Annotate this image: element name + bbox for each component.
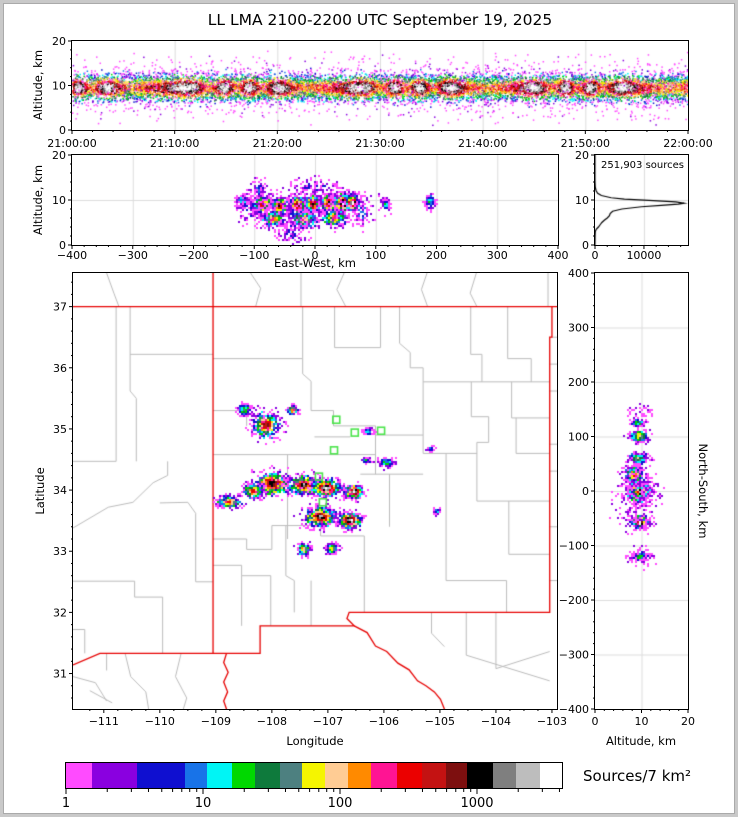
tick-label: −109 (201, 715, 231, 728)
tick-label: 32 (53, 606, 67, 619)
colorbar-swatch-16 (466, 763, 493, 788)
colorbar-swatch-2 (91, 763, 137, 788)
map-ylabel: Latitude (33, 467, 47, 515)
tick-label: 400 (548, 249, 569, 262)
tick-label: 10000 (626, 249, 661, 262)
tick-label: 10 (52, 194, 66, 207)
tick-label: 35 (53, 423, 67, 436)
tick-label: 1000 (460, 796, 493, 811)
tick-label: −103 (537, 715, 567, 728)
tick-label: 22:00:00 (663, 137, 712, 150)
tick-label: 20 (52, 35, 66, 48)
colorbar-label: Sources/7 km² (583, 767, 692, 785)
time-altitude-canvas (72, 41, 688, 130)
tick-label: 100 (328, 796, 353, 811)
tick-label: −111 (89, 715, 119, 728)
colorbar-swatch-7 (254, 763, 280, 788)
tick-label: 1 (62, 796, 70, 811)
colorbar-swatch-18 (516, 763, 540, 788)
tick-label: 10 (52, 80, 66, 93)
colorbar-swatch-6 (231, 763, 255, 788)
figure-title: LL LMA 2100-2200 UTC September 19, 2025 (207, 11, 553, 29)
tick-label: 31 (53, 668, 67, 681)
tick-label: 21:40:00 (458, 137, 507, 150)
tick-label: 20 (575, 149, 589, 162)
tick-label: 300 (487, 249, 508, 262)
altitude-histogram-canvas (595, 155, 688, 245)
tick-label: 10 (575, 194, 589, 207)
tick-label: −300 (559, 649, 589, 662)
tick-label: 100 (568, 431, 589, 444)
colorbar (65, 762, 563, 789)
tick-label: 10 (195, 796, 212, 811)
tick-label: 0 (582, 239, 589, 252)
colorbar-swatch-11 (348, 763, 372, 788)
tick-label: 36 (53, 362, 67, 375)
colorbar-swatch-1 (66, 763, 92, 788)
tick-label: 10 (635, 715, 649, 728)
tick-label: −100 (239, 249, 269, 262)
east-west-altitude-canvas (72, 155, 558, 245)
tick-label: 0 (592, 249, 599, 262)
tick-label: 20 (681, 715, 695, 728)
tick-label: 21:20:00 (253, 137, 302, 150)
tick-label: −200 (559, 594, 589, 607)
tick-label: 37 (53, 301, 67, 314)
tick-label: −400 (57, 249, 87, 262)
map-xlabel: Longitude (286, 734, 344, 748)
tick-label: 0 (59, 124, 66, 137)
colorbar-swatch-9 (301, 763, 325, 788)
time-panel-ylabel: Altitude, km (31, 49, 45, 121)
ns-panel-xlabel: Altitude, km (605, 734, 677, 748)
tick-label: −104 (481, 715, 511, 728)
tick-label: −100 (559, 540, 589, 553)
colorbar-swatch-3 (136, 763, 186, 788)
colorbar-swatch-5 (206, 763, 232, 788)
tick-label: 400 (568, 267, 589, 280)
tick-label: −108 (257, 715, 287, 728)
tick-label: 21:30:00 (355, 137, 404, 150)
tick-label: −107 (313, 715, 343, 728)
ew-panel-ylabel: Altitude, km (31, 164, 45, 236)
tick-label: 200 (426, 249, 447, 262)
tick-label: 0 (59, 239, 66, 252)
colorbar-swatch-17 (492, 763, 517, 788)
colorbar-swatch-4 (185, 763, 207, 788)
tick-label: −400 (559, 703, 589, 716)
tick-label: −200 (178, 249, 208, 262)
colorbar-swatch-12 (371, 763, 397, 788)
colorbar-swatch-19 (539, 763, 562, 788)
plan-view-map-canvas (73, 273, 557, 709)
tick-label: 21:00:00 (47, 137, 96, 150)
tick-label: 33 (53, 545, 67, 558)
tick-label: 100 (365, 249, 386, 262)
tick-label: 21:10:00 (150, 137, 199, 150)
tick-label: −105 (425, 715, 455, 728)
colorbar-swatch-10 (324, 763, 349, 788)
tick-label: 20 (52, 149, 66, 162)
tick-label: 0 (582, 485, 589, 498)
colorbar-swatch-14 (421, 763, 447, 788)
colorbar-swatch-8 (279, 763, 302, 788)
tick-label: −106 (369, 715, 399, 728)
tick-label: −110 (145, 715, 175, 728)
tick-label: 34 (53, 484, 67, 497)
tick-label: −300 (118, 249, 148, 262)
tick-label: 0 (592, 715, 599, 728)
north-south-altitude-canvas (595, 273, 688, 709)
tick-label: 200 (568, 376, 589, 389)
colorbar-swatch-13 (396, 763, 422, 788)
tick-label: 300 (568, 322, 589, 335)
colorbar-swatch-15 (446, 763, 467, 788)
ew-panel-xlabel: East-West, km (274, 256, 356, 270)
tick-label: 21:50:00 (561, 137, 610, 150)
source-count-annotation: 251,903 sources (601, 160, 684, 171)
ns-panel-ylabel: North-South, km (696, 443, 710, 539)
